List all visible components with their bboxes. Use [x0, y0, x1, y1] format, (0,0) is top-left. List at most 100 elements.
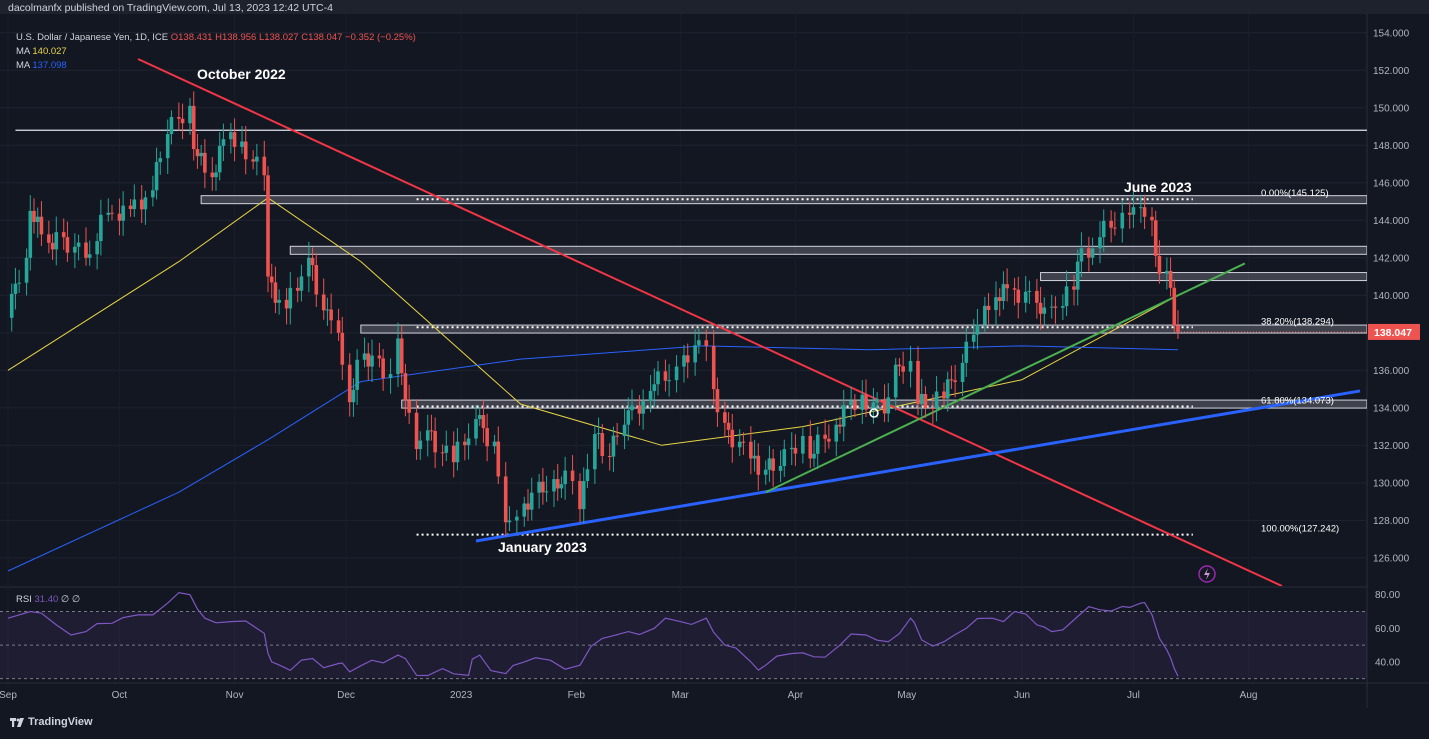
candle-body [563, 470, 567, 485]
candle-body [812, 453, 816, 459]
candle-body [901, 366, 905, 372]
candle-body [232, 132, 237, 147]
candle-body [195, 149, 200, 157]
candle-body [347, 364, 352, 403]
fib-level-label: 100.00%(127.242) [1261, 524, 1339, 535]
candle-body [262, 156, 267, 176]
time-tick-label: Jun [1014, 690, 1030, 701]
candle-body [581, 481, 586, 510]
candle-body [674, 366, 679, 381]
candle-body [496, 441, 501, 477]
candle-body [693, 345, 697, 363]
candle-body [451, 445, 456, 463]
candle-body [229, 132, 233, 140]
ma2-value: 137.098 [32, 60, 67, 71]
rsi-extra: ∅ ∅ [60, 594, 81, 605]
brand-label: TradingView [28, 716, 93, 728]
price-axis[interactable]: 154.000 152.000 150.000 148.000 146.000 144.0… [1178, 28, 1420, 564]
time-tick-label: Aug [1240, 690, 1258, 701]
candle-body [730, 429, 735, 448]
candle-body [949, 379, 954, 381]
candle-body [741, 441, 746, 443]
candle-body [919, 393, 924, 405]
candle-body [1142, 207, 1147, 217]
time-tick-label: Mar [672, 690, 690, 701]
candle-body [455, 441, 460, 463]
candle-body [366, 353, 371, 367]
trendline-blue [475, 389, 1361, 543]
symbol-title: U.S. Dollar / Japanese Yen, 1D, ICE [16, 32, 169, 43]
candle-body [180, 118, 185, 124]
candle-body [266, 175, 270, 277]
candle-body [1176, 325, 1180, 332]
candle-body [1079, 248, 1084, 262]
candle-body [737, 441, 742, 448]
candle-body [95, 241, 99, 255]
candle-body [697, 340, 701, 346]
time-tick-label: May [897, 690, 916, 701]
candle-body [121, 205, 125, 221]
ma-legend-1: MA 140.027 [16, 46, 67, 57]
candle-body [99, 214, 103, 242]
candle-body [849, 400, 853, 406]
candle-body [871, 402, 876, 410]
candle-body [934, 391, 939, 409]
price-tick-label: 148.000 [1373, 141, 1410, 152]
candle-body [177, 117, 181, 119]
candle-body [370, 355, 374, 367]
candle-body [503, 476, 508, 523]
candle-body [1131, 207, 1136, 215]
candle-body [611, 435, 616, 457]
candle-body [1109, 220, 1113, 228]
candle-body [325, 309, 330, 311]
candle-body [593, 434, 597, 470]
footer-bar [0, 709, 1429, 739]
candle-body [203, 152, 207, 173]
candle-body [953, 380, 957, 382]
candle-body [188, 105, 192, 124]
candlesticks [9, 91, 1180, 537]
candle-body [615, 435, 619, 437]
candle-body [882, 398, 887, 414]
time-axis[interactable]: Sep Oct Nov Dec 2023 Feb Mar Apr May Jun Jul Aug [0, 690, 1257, 701]
candle-body [522, 503, 527, 517]
candle-body [388, 374, 393, 379]
candle-body [916, 360, 920, 405]
moving-averages [7, 197, 1179, 572]
candle-body [54, 232, 59, 250]
candle-body [28, 210, 33, 258]
time-tick-label: Jul [1127, 690, 1140, 701]
candle-body [466, 438, 471, 446]
time-tick-label: Sep [0, 690, 17, 701]
candle-body [682, 355, 686, 367]
candle-body [199, 152, 203, 157]
candle-body [838, 424, 842, 427]
candle-body [24, 257, 29, 283]
price-tick-label: 128.000 [1373, 516, 1410, 527]
price-tick-label: 126.000 [1373, 553, 1410, 564]
trendline-red [137, 58, 1283, 586]
rsi-value: 31.40 [34, 594, 59, 605]
candle-body [299, 276, 304, 291]
candle-body [407, 400, 411, 413]
level-box [360, 324, 1367, 334]
candle-body [362, 353, 367, 360]
rsi-legend: RSI 31.40 ∅ ∅ [16, 594, 80, 605]
candle-body [983, 305, 987, 325]
candle-body [1075, 261, 1080, 290]
candle-body [277, 299, 281, 303]
candle-body [752, 455, 757, 459]
candle-body [314, 264, 319, 295]
candle-body [403, 373, 408, 401]
candle-body [1172, 287, 1177, 326]
candle-body [433, 431, 437, 453]
candle-body [1049, 306, 1054, 308]
candle-body [526, 503, 530, 510]
candle-body [269, 276, 274, 283]
candle-body [711, 345, 716, 390]
candle-body [823, 434, 827, 439]
candle-body [971, 334, 976, 342]
candle-body [782, 449, 787, 466]
time-tick-label: Apr [788, 690, 804, 701]
